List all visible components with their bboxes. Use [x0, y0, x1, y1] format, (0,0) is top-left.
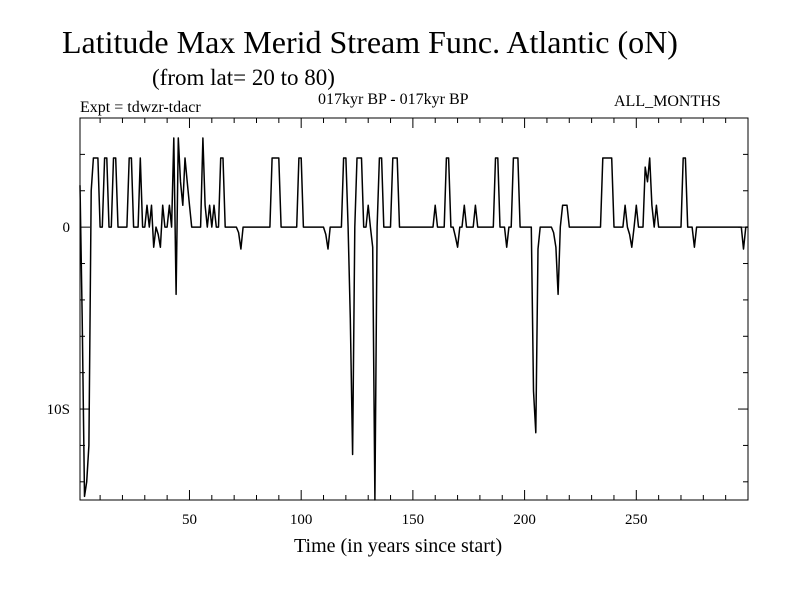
x-tick-label: 50	[182, 512, 197, 528]
x-tick-label: 100	[290, 512, 313, 528]
period-label: 017kyr BP - 017kyr BP	[318, 91, 469, 108]
chart-title: Latitude Max Merid Stream Func. Atlantic…	[62, 24, 678, 60]
series-group	[79, 137, 748, 501]
y-axis-ticks: 0 10S	[47, 153, 748, 483]
experiment-label: Expt = tdwzr-tdacr	[80, 99, 201, 116]
x-tick-label: 250	[625, 512, 648, 528]
plot-frame	[79, 117, 749, 501]
series-line-0	[79, 137, 748, 501]
x-axis-label: Time (in years since start)	[294, 535, 503, 557]
y-tick-label: 0	[63, 220, 71, 236]
chart-subtitle: (from lat= 20 to 80)	[152, 65, 335, 90]
x-axis-ticks: 50 100 150 200 250	[99, 118, 749, 528]
x-tick-label: 150	[402, 512, 425, 528]
y-tick-label: 10S	[47, 402, 70, 418]
x-tick-label: 200	[513, 512, 536, 528]
months-label: ALL_MONTHS	[614, 93, 721, 110]
